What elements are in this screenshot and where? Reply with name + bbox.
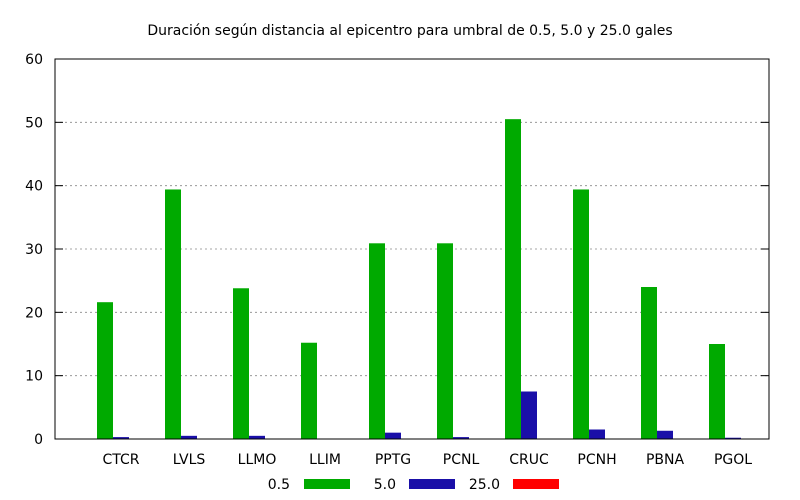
x-tick-label: PPTG xyxy=(375,452,411,468)
bar-0_5-pcnh xyxy=(573,189,589,439)
bar-5_0-pcnh xyxy=(589,429,605,439)
y-tick-label: 0 xyxy=(34,432,43,448)
x-tick-label: PCNL xyxy=(443,452,480,468)
chart-title: Duración según distancia al epicentro pa… xyxy=(147,23,672,39)
y-tick-label: 30 xyxy=(25,242,43,258)
legend-label: 0.5 xyxy=(268,477,290,493)
bar-0_5-lvls xyxy=(165,189,181,439)
y-axis-ticks: 0 10 20 30 40 50 60 xyxy=(25,52,769,448)
bar-0_5-llim xyxy=(301,342,317,439)
legend-label: 25.0 xyxy=(469,477,500,493)
x-tick-label: LLIM xyxy=(309,452,341,468)
bar-5_0-pptg xyxy=(385,432,401,439)
x-tick-label: PGOL xyxy=(714,452,752,468)
x-tick-label: PCNH xyxy=(577,452,616,468)
bar-0_5-pptg xyxy=(369,243,385,439)
bar-0_5-pcnl xyxy=(437,243,453,439)
y-tick-label: 60 xyxy=(25,52,43,68)
bar-5_0-lvls xyxy=(181,435,197,439)
x-tick-label: PBNA xyxy=(646,452,685,468)
bar-5_0-pbna xyxy=(657,430,673,439)
bar-0_5-ctcr xyxy=(97,302,113,439)
bar-0_5-pgol xyxy=(709,344,725,439)
y-tick-label: 40 xyxy=(25,179,43,195)
bar-0_5-pbna xyxy=(641,287,657,439)
bar-5_0-llmo xyxy=(249,435,265,439)
bars xyxy=(97,119,741,440)
x-tick-label: LLMO xyxy=(238,452,277,468)
bar-0_5-llmo xyxy=(233,288,249,439)
bar-5_0-pcnl xyxy=(453,437,469,439)
bar-5_0-cruc xyxy=(521,391,537,439)
bar-0_5-cruc xyxy=(505,119,521,440)
x-tick-label: CRUC xyxy=(509,452,549,468)
x-tick-label: CTCR xyxy=(102,452,139,468)
bar-5_0-ctcr xyxy=(113,437,129,439)
legend-swatch xyxy=(513,479,559,489)
legend: 0.5 5.0 25.0 xyxy=(268,477,559,493)
y-tick-label: 50 xyxy=(25,115,43,131)
y-tick-label: 20 xyxy=(25,305,43,321)
legend-label: 5.0 xyxy=(374,477,396,493)
legend-swatch xyxy=(409,479,455,489)
y-tick-label: 10 xyxy=(25,369,43,385)
x-axis-ticks: CTCR LVLS LLMO LLIM PPTG PCNL CRUC PCNH PBNA PGOL xyxy=(102,452,752,468)
bar-5_0-pgol xyxy=(725,437,741,439)
legend-swatch xyxy=(304,479,350,489)
grid-lines xyxy=(55,121,769,377)
x-tick-label: LVLS xyxy=(173,452,206,468)
